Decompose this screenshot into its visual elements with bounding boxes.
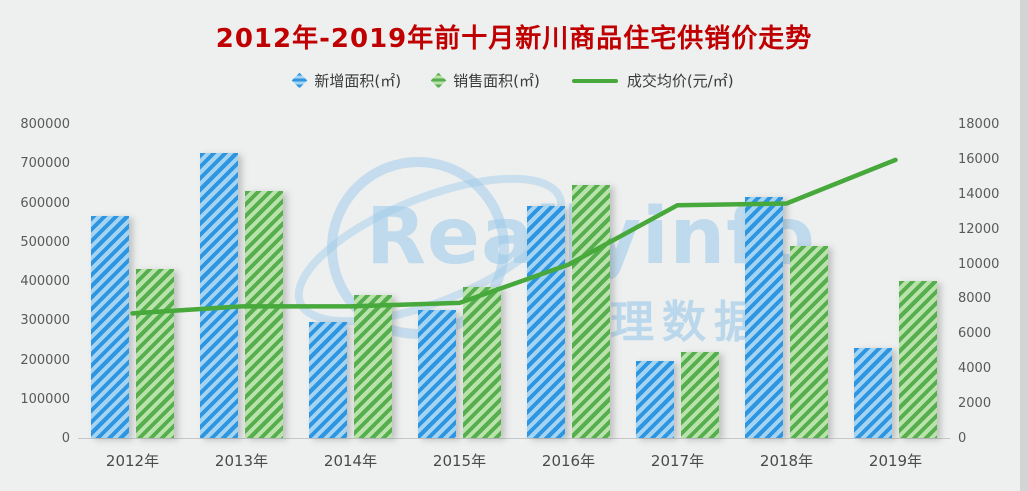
bar-sold-2013年 xyxy=(245,191,283,438)
bar-new-supply-2017年 xyxy=(636,361,674,438)
bar-sold-2018年 xyxy=(790,246,828,438)
left-axis-tick: 300000 xyxy=(20,313,70,329)
legend-label-new-supply: 新增面积(㎡) xyxy=(314,72,402,90)
left-axis-labels: 0 100000 200000 300000 400000 500000 600000 700… xyxy=(0,118,70,446)
left-axis-tick: 100000 xyxy=(20,391,70,407)
x-axis-label: 2018年 xyxy=(759,452,814,470)
bar-new-supply-2016年 xyxy=(527,206,565,438)
right-edge-strip xyxy=(1020,0,1028,491)
bar-sold-2017年 xyxy=(681,352,719,438)
bar-new-supply-2018年 xyxy=(745,197,783,438)
right-axis-labels: 0 2000 4000 6000 8000 10000 12000 14000 16000 180… xyxy=(958,118,1022,446)
chart-title: 2012年-2019年前十月新川商品住宅供销价走势 xyxy=(215,24,813,54)
x-axis-label: 2012年 xyxy=(105,452,160,470)
x-axis-label: 2014年 xyxy=(323,452,378,470)
left-axis-tick: 200000 xyxy=(20,352,70,368)
x-axis-labels: 2012年 2013年 2014年 2015年 2016年 2017年 2018年 2019年 xyxy=(78,450,950,474)
right-axis-tick: 18000 xyxy=(958,117,1000,132)
left-axis-tick: 400000 xyxy=(20,274,70,289)
legend-marker-avg-price-line-icon xyxy=(571,78,618,83)
legend-label-sold-area: 销售面积(㎡) xyxy=(453,72,540,90)
chart-legend: 新增面积(㎡) 销售面积(㎡) 成交均价(元/㎡) xyxy=(0,70,1028,91)
legend-item-new-supply-area: 新增面积(㎡) xyxy=(292,70,402,91)
plot-area xyxy=(78,125,950,439)
legend-marker-sold-area-icon xyxy=(430,72,447,89)
left-axis-tick: 600000 xyxy=(20,195,70,211)
bar-new-supply-2019年 xyxy=(854,348,892,438)
right-axis-tick: 2000 xyxy=(958,396,992,412)
right-axis-tick: 0 xyxy=(958,431,967,446)
right-axis-tick: 14000 xyxy=(958,186,1000,202)
legend-item-avg-price: 成交均价(元/㎡) xyxy=(571,70,734,91)
left-axis-tick: 700000 xyxy=(20,156,70,172)
right-axis-tick: 4000 xyxy=(958,361,992,377)
bar-sold-2019年 xyxy=(899,281,937,438)
x-axis-label: 2019年 xyxy=(868,452,923,470)
right-axis-tick: 12000 xyxy=(958,221,1000,237)
left-axis-tick: 0 xyxy=(61,431,70,446)
left-axis-tick: 800000 xyxy=(20,117,70,132)
bar-sold-2012年 xyxy=(136,269,174,438)
bar-sold-2016年 xyxy=(572,185,610,438)
x-axis-label: 2013年 xyxy=(214,452,269,470)
bar-new-supply-2012年 xyxy=(91,216,129,438)
avg-price-line xyxy=(130,157,898,316)
x-axis-label: 2015年 xyxy=(432,452,487,470)
x-axis-label: 2017年 xyxy=(650,452,705,470)
left-axis-tick: 500000 xyxy=(20,234,70,250)
x-axis-label: 2016年 xyxy=(541,452,596,470)
right-axis-tick: 6000 xyxy=(958,326,992,342)
legend-marker-new-supply-icon xyxy=(292,72,308,89)
legend-label-avg-price: 成交均价(元/㎡) xyxy=(626,72,734,90)
bar-new-supply-2014年 xyxy=(309,322,347,438)
right-axis-tick: 8000 xyxy=(958,291,992,307)
right-axis-tick: 10000 xyxy=(958,256,1000,272)
bar-new-supply-2013年 xyxy=(200,153,238,438)
legend-item-sold-area: 销售面积(㎡) xyxy=(430,70,540,91)
right-axis-tick: 16000 xyxy=(958,151,1000,167)
